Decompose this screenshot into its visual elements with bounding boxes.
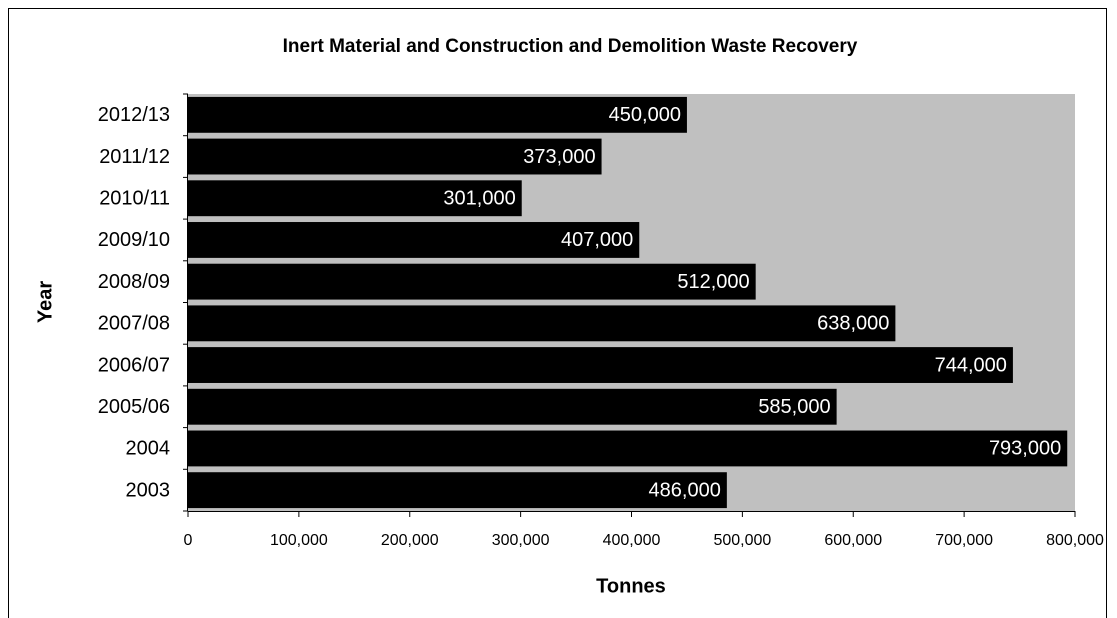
bar	[188, 263, 756, 300]
value-label: 585,000	[758, 396, 830, 418]
x-tick-label: 400,000	[603, 532, 661, 549]
y-axis-label: Year	[34, 281, 56, 323]
x-tick-label: 800,000	[1046, 532, 1104, 549]
chart-title: Inert Material and Construction and Demo…	[283, 36, 858, 57]
value-label: 407,000	[561, 229, 633, 251]
x-tick-label: 700,000	[935, 532, 993, 549]
value-label: 486,000	[649, 479, 721, 501]
y-tick-label: 2006/07	[98, 354, 170, 376]
bar	[188, 388, 837, 425]
x-tick-label: 0	[184, 532, 193, 549]
y-tick-label: 2011/12	[99, 146, 170, 168]
value-label: 512,000	[677, 271, 749, 293]
bar	[188, 180, 522, 217]
value-label: 793,000	[989, 438, 1061, 460]
y-tick-label: 2003	[126, 479, 171, 501]
x-axis-label: Tonnes	[596, 575, 666, 597]
bar	[188, 305, 896, 342]
x-tick-label: 200,000	[381, 532, 439, 549]
y-tick-label: 2009/10	[98, 229, 170, 251]
y-tick-label: 2008/09	[98, 271, 170, 293]
y-tick-label: 2007/08	[98, 313, 170, 335]
bar	[188, 430, 1068, 467]
x-tick-label: 100,000	[270, 532, 328, 549]
bar	[188, 222, 640, 258]
y-tick-label: 2004	[126, 438, 171, 460]
value-label: 744,000	[935, 354, 1007, 376]
x-tick-label: 300,000	[492, 532, 550, 549]
y-tick-label: 2012/13	[98, 104, 170, 126]
y-tick-label: 2010/11	[99, 188, 170, 210]
bar	[188, 96, 687, 133]
value-label: 450,000	[609, 104, 681, 126]
bar	[188, 347, 1013, 383]
value-label: 301,000	[443, 188, 515, 210]
x-tick-label: 600,000	[824, 532, 882, 549]
value-label: 638,000	[817, 313, 889, 335]
bar	[188, 138, 602, 175]
value-label: 373,000	[523, 146, 595, 168]
x-tick-label: 500,000	[713, 532, 771, 549]
y-tick-label: 2005/06	[98, 396, 170, 418]
bar	[188, 472, 727, 509]
